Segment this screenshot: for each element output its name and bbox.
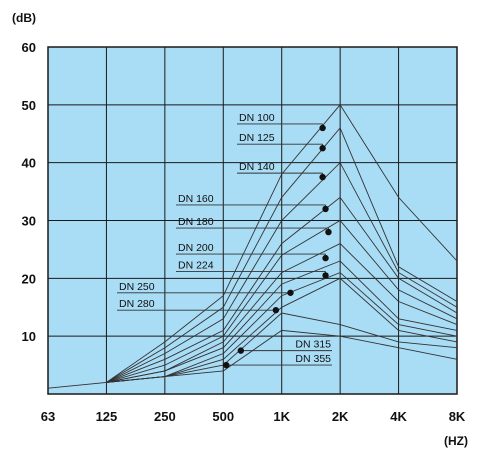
y-tick-label: 20 <box>22 271 36 286</box>
series-label: DN 280 <box>119 298 155 310</box>
series-marker <box>322 205 329 213</box>
series-marker <box>223 361 230 369</box>
series-label: DN 355 <box>295 353 331 365</box>
label-leaders <box>117 123 332 366</box>
plot-border <box>47 46 458 395</box>
series-label: DN 200 <box>178 242 214 254</box>
series-marker <box>237 347 245 354</box>
x-tick-label: 4K <box>390 409 407 424</box>
series-label: DN 180 <box>178 216 214 228</box>
series-marker <box>287 289 294 296</box>
series-line <box>47 104 458 389</box>
series-label: DN 160 <box>178 193 214 205</box>
series-line <box>106 161 458 383</box>
series-label: DN 315 <box>295 339 331 351</box>
x-tick-label: 2K <box>332 409 349 424</box>
series-marker <box>319 124 326 132</box>
series-lines <box>47 104 458 389</box>
y-tick-label: 30 <box>22 214 36 229</box>
series-label: DN 140 <box>239 161 275 173</box>
series-marker <box>319 173 326 181</box>
y-unit-label: (dB) <box>12 11 36 25</box>
x-tick-label: 250 <box>154 409 176 424</box>
series-marker <box>322 272 329 279</box>
series-markers <box>223 124 332 369</box>
y-tick-label: 60 <box>22 40 36 55</box>
x-unit-label: (HZ) <box>444 434 468 448</box>
series-label: DN 224 <box>178 259 214 271</box>
x-tick-label: 63 <box>41 409 55 424</box>
x-tick-label: 1K <box>273 409 290 424</box>
x-tick-label: 125 <box>96 409 118 424</box>
y-tick-label: 10 <box>22 329 36 344</box>
series-marker <box>325 228 332 236</box>
series-line <box>106 127 458 383</box>
series-line <box>106 196 458 383</box>
x-tick-labels: 63 125 250 500 1K 2K 4K 8K <box>41 409 466 424</box>
series-line <box>106 260 458 383</box>
y-tick-label: 50 <box>22 98 36 113</box>
series-label: DN 250 <box>119 281 155 293</box>
series-marker <box>272 306 280 314</box>
series-label: DN 100 <box>239 112 275 124</box>
series-label: DN 125 <box>239 132 275 144</box>
x-tick-label: 8K <box>449 409 466 424</box>
y-tick-labels: 10 20 30 40 50 60 <box>22 40 36 344</box>
series-marker <box>319 145 326 152</box>
series-line <box>106 329 458 383</box>
series-labels: DN 100 DN 125 DN 140 DN 160 DN 180 DN 200 DN 2… <box>119 112 331 365</box>
x-tick-label: 500 <box>212 409 234 424</box>
series-marker <box>322 254 329 262</box>
series-line <box>106 219 458 383</box>
y-tick-label: 40 <box>22 156 36 171</box>
